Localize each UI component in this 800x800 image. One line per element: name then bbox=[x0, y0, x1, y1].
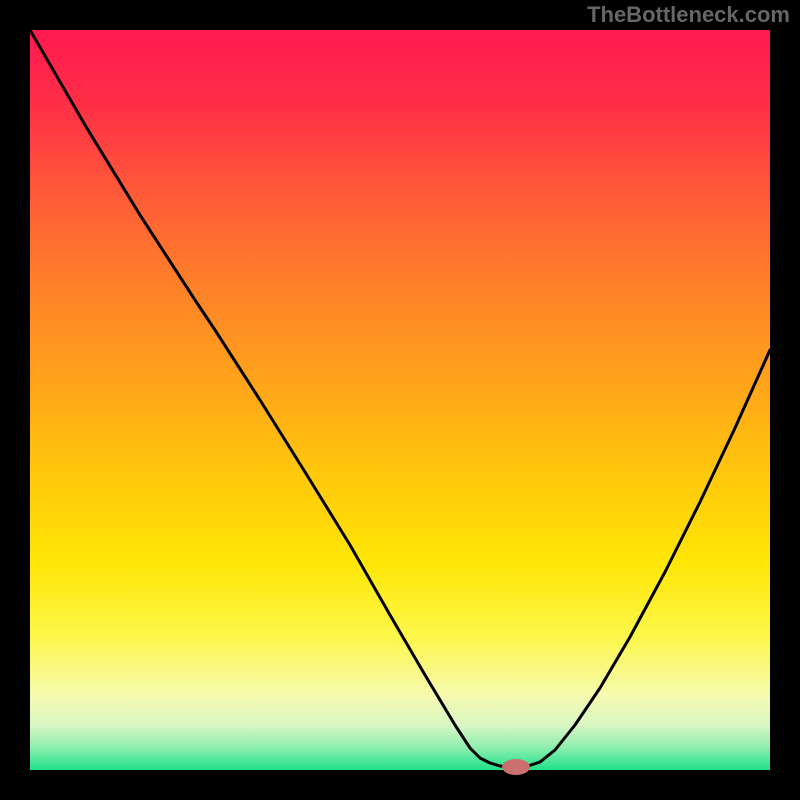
watermark-text: TheBottleneck.com bbox=[587, 2, 790, 28]
optimal-marker bbox=[502, 759, 530, 775]
bottleneck-chart bbox=[0, 0, 800, 800]
gradient-background bbox=[30, 30, 770, 770]
chart-container: TheBottleneck.com bbox=[0, 0, 800, 800]
